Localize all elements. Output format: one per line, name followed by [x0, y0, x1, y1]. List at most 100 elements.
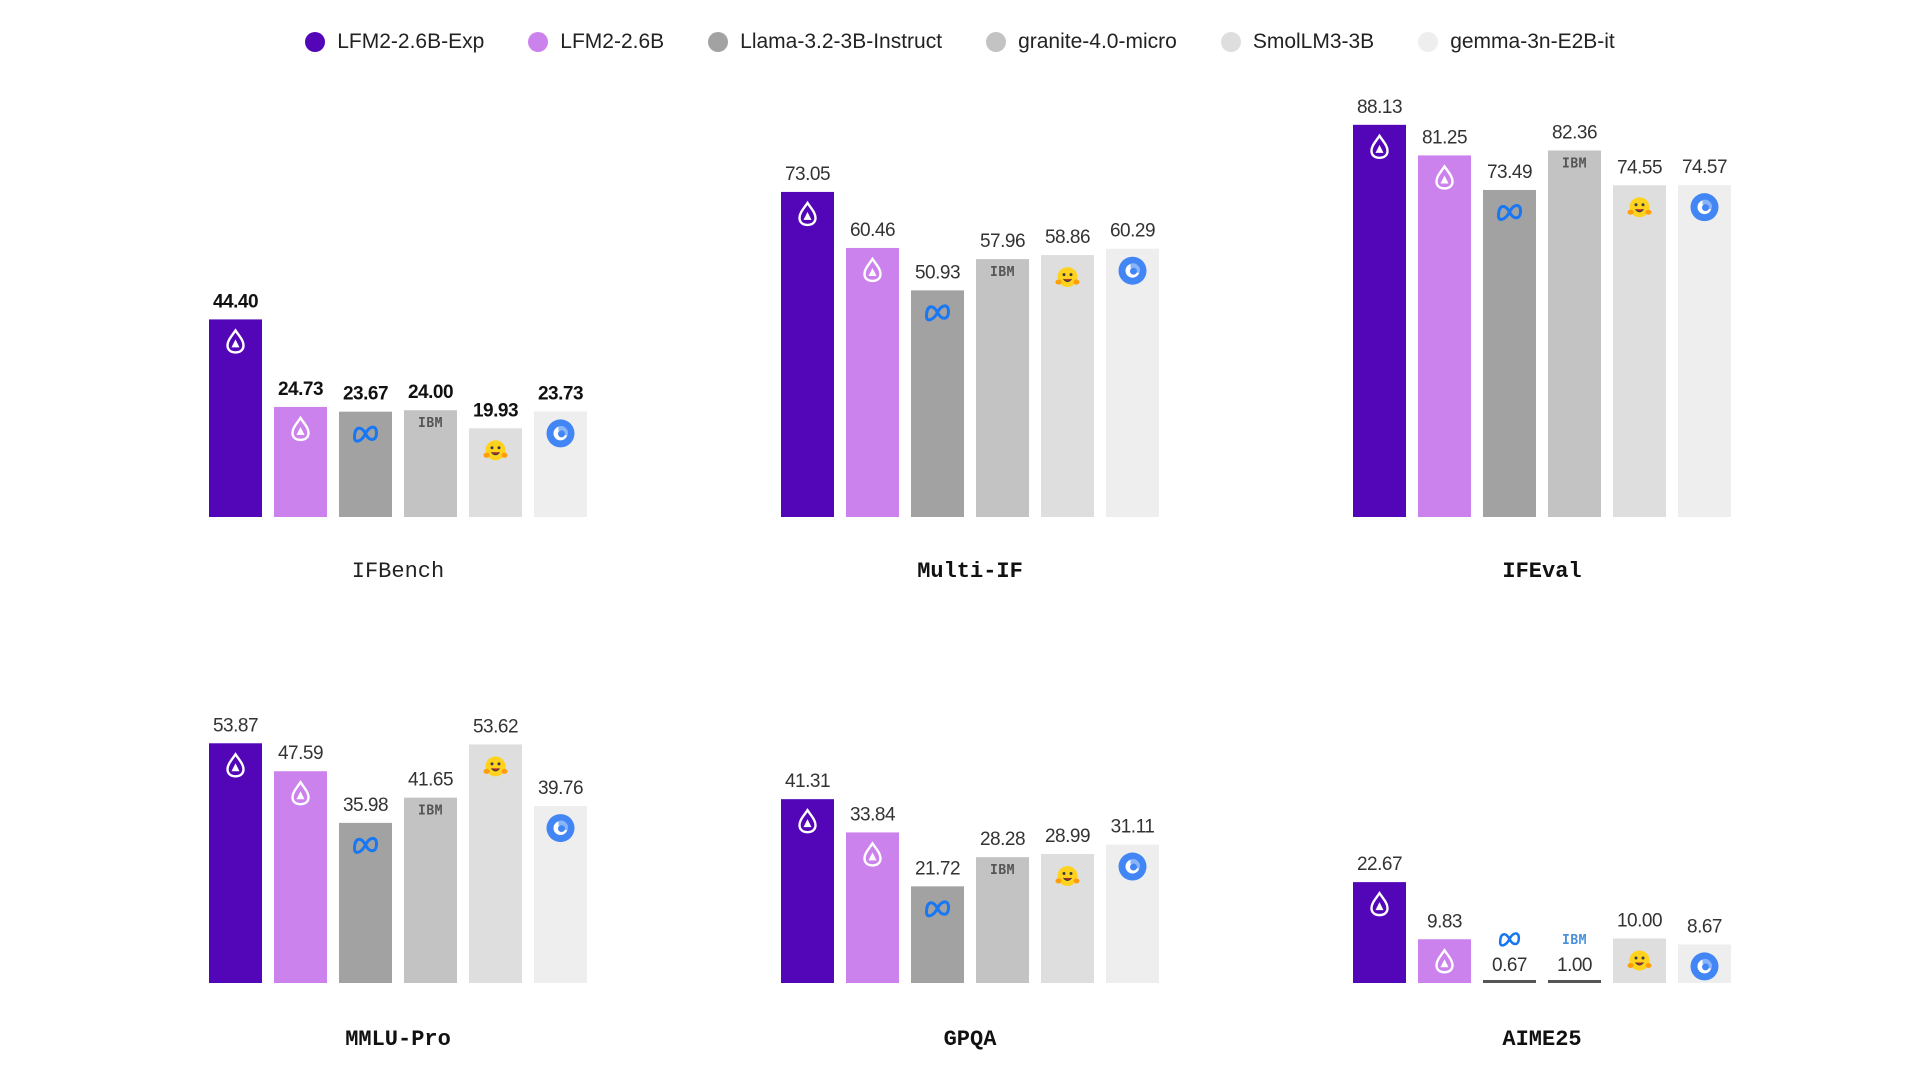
chart-title: Multi-IF [917, 559, 1023, 584]
data-label: 21.72 [915, 858, 960, 879]
bar [976, 259, 1029, 517]
meta-logo-icon [1497, 203, 1522, 221]
data-label: 1.00 [1557, 955, 1592, 976]
chart-title: IFBench [352, 559, 444, 584]
data-label: 39.76 [538, 778, 583, 799]
data-label: 74.57 [1682, 157, 1727, 178]
data-label: 33.84 [850, 804, 896, 825]
legend-swatch [305, 32, 326, 52]
legend-swatch [1220, 32, 1241, 52]
gemma-logo-icon [1690, 193, 1719, 222]
data-label: 60.46 [850, 220, 895, 241]
data-label: 23.73 [538, 383, 583, 404]
data-label: 8.67 [1687, 916, 1722, 937]
ibm-logo-icon: IBM [418, 416, 443, 431]
ibm-logo-icon: IBM [418, 804, 443, 819]
bar [469, 744, 522, 983]
legend-item: granite-4.0-micro [986, 30, 1177, 54]
bar [911, 290, 964, 517]
data-label: 10.00 [1617, 911, 1662, 932]
legend-item: LFM2-2.6B-Exp [305, 30, 484, 54]
bar [209, 319, 262, 517]
bar [274, 406, 327, 517]
chart-title: IFEval [1502, 559, 1581, 584]
gemma-logo-icon [546, 814, 575, 843]
bar [976, 857, 1029, 983]
chart-title: GPQA [944, 1027, 998, 1052]
ibm-logo-icon: IBM [1562, 156, 1587, 171]
bar [1353, 882, 1406, 983]
chart-title: MMLU-Pro [345, 1027, 451, 1052]
data-label: 31.11 [1111, 817, 1155, 838]
ibm-logo-icon: IBM [1562, 933, 1587, 948]
data-label: 35.98 [343, 795, 388, 816]
chart-ifeval: 88.13 81.25 73.49 IBM 82.36 74.55 74.57 IFEval [1353, 97, 1731, 584]
data-label: 24.00 [408, 382, 453, 403]
huggingface-logo-icon [1055, 267, 1080, 288]
liquid-logo-icon [863, 841, 882, 867]
bar [209, 743, 262, 983]
liquid-logo-icon [1370, 890, 1389, 917]
liquid-logo-icon [1370, 133, 1389, 160]
liquid-logo-icon [291, 780, 310, 806]
legend-swatch [708, 32, 729, 52]
bar [1483, 189, 1536, 518]
liquid-logo-icon [798, 200, 817, 227]
data-label: 53.62 [473, 716, 518, 737]
chart-gpqa: 41.31 33.84 21.72 IBM 28.28 28.99 31.11 GPQA [781, 771, 1159, 1052]
ibm-logo-icon: IBM [990, 863, 1015, 878]
gemma-logo-icon [1118, 852, 1147, 881]
liquid-logo-icon [291, 415, 310, 442]
chart-legend: LFM2-2.6B-Exp LFM2-2.6B Llama-3.2-3B-Instr… [0, 30, 1920, 54]
bar [1613, 185, 1666, 517]
huggingface-logo-icon [483, 756, 508, 777]
huggingface-logo-icon [1055, 865, 1080, 886]
legend-item: gemma-3n-E2B-it [1418, 30, 1615, 54]
data-label: 44.40 [213, 291, 258, 312]
meta-logo-icon [925, 900, 950, 918]
data-label: 82.36 [1552, 122, 1597, 143]
data-label: 22.67 [1357, 854, 1402, 875]
gemma-logo-icon [546, 419, 575, 448]
liquid-logo-icon [798, 808, 817, 834]
data-label: 74.55 [1617, 157, 1662, 178]
huggingface-logo-icon [1627, 197, 1652, 218]
legend-label: SmolLM3-3B [1252, 30, 1375, 53]
data-label: 50.93 [915, 262, 960, 283]
legend-item: SmolLM3-3B [1220, 30, 1375, 54]
bar [404, 410, 457, 517]
chart-title: AIME25 [1502, 1027, 1581, 1052]
bar [1041, 255, 1094, 517]
bar [274, 771, 327, 983]
liquid-logo-icon [863, 256, 882, 283]
chart-multi-if: 73.05 60.46 50.93 IBM 57.96 58.86 60.29 Multi-I… [781, 164, 1159, 584]
bar [339, 411, 392, 517]
bar [1548, 980, 1601, 983]
legend-label: gemma-3n-E2B-it [1450, 30, 1615, 53]
legend-item: Llama-3.2-3B-Instruct [708, 30, 942, 54]
liquid-logo-icon [226, 328, 245, 354]
data-label: 88.13 [1357, 97, 1402, 118]
data-label: 73.49 [1487, 162, 1532, 183]
gemma-logo-icon [1690, 952, 1719, 981]
liquid-logo-icon [226, 752, 245, 778]
meta-logo-icon [353, 836, 378, 854]
data-label: 73.05 [785, 164, 830, 185]
meta-logo-icon [925, 304, 950, 322]
bar [339, 822, 392, 983]
data-label: 41.65 [408, 770, 453, 791]
meta-logo-icon [1498, 932, 1521, 947]
bar [1483, 980, 1536, 983]
chart-aime25: 22.67 9.83 0.67 IBM 1.00 10.00 8.67 AIME25 [1353, 854, 1731, 1052]
data-label: 23.67 [343, 384, 388, 405]
liquid-logo-icon [1435, 948, 1454, 974]
gemma-logo-icon [1118, 256, 1147, 285]
bar [781, 191, 834, 518]
data-label: 9.83 [1427, 911, 1462, 932]
data-label: 41.31 [785, 771, 830, 792]
data-label: 28.99 [1045, 826, 1090, 847]
data-label: 53.87 [213, 715, 258, 736]
bar [1678, 185, 1731, 517]
bar [911, 886, 964, 983]
